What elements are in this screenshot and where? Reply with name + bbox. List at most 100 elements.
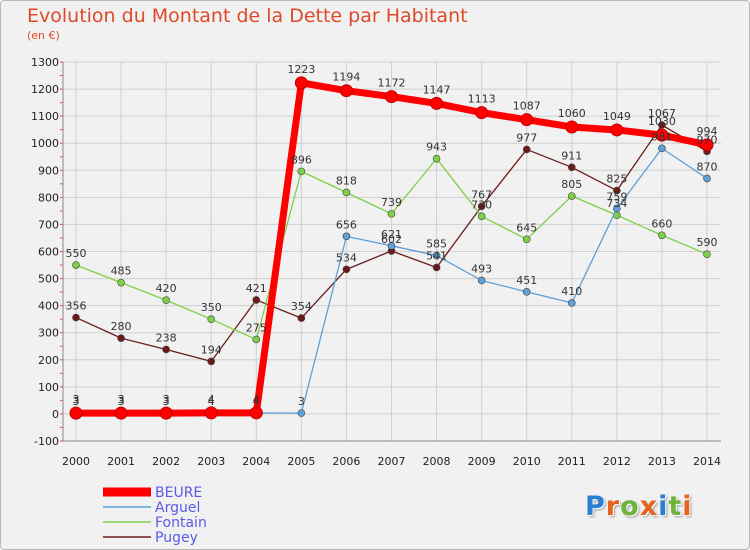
y-tick-label: 800: [38, 191, 59, 204]
y-tick-label: 900: [38, 164, 59, 177]
data-label-pugey: 602: [381, 233, 402, 246]
data-label-arguel: 3: [163, 395, 170, 408]
data-label-fontain: 420: [156, 282, 177, 295]
data-label-beure: 1194: [332, 71, 360, 84]
data-point-fontain: [703, 250, 711, 259]
data-point-pugey: [162, 345, 170, 354]
data-label-pugey: 421: [246, 282, 267, 295]
data-point-beure: [204, 406, 218, 420]
data-point-arguel: [567, 299, 576, 307]
data-label-fontain: 805: [561, 178, 582, 191]
x-tick-label: 2013: [648, 455, 676, 468]
data-point-arguel: [613, 204, 621, 213]
y-tick-label: 100: [38, 381, 59, 394]
data-point-fontain: [658, 231, 666, 240]
data-label-arguel: 585: [426, 238, 447, 251]
data-label-fontain: 660: [651, 217, 672, 230]
chart-title: Evolution du Montant de la Dette par Hab…: [27, 5, 468, 27]
y-tick-label: 300: [38, 327, 59, 340]
data-point-beure: [700, 138, 714, 152]
data-label-beure: 1147: [423, 83, 451, 96]
data-label-arguel: 759: [606, 190, 627, 203]
x-tick-label: 2009: [468, 455, 496, 468]
data-point-pugey: [522, 145, 531, 154]
y-tick-label: 200: [38, 354, 59, 367]
data-label-fontain: 645: [516, 221, 537, 234]
x-tick-label: 2010: [513, 455, 541, 468]
data-label-fontain: 590: [697, 236, 718, 249]
logo-letter: r: [605, 491, 621, 522]
data-label-arguel: 4: [208, 395, 215, 408]
data-label-beure: 1030: [648, 115, 676, 128]
data-point-arguel: [477, 276, 486, 285]
data-label-beure: 1172: [378, 77, 406, 90]
data-label-pugey: 1067: [648, 107, 676, 120]
data-point-beure: [294, 76, 308, 90]
y-tick-label: 500: [38, 273, 59, 286]
y-tick-label: 400: [38, 300, 59, 313]
data-label-fontain: 896: [291, 153, 312, 166]
x-tick-label: 2011: [558, 455, 586, 468]
data-label-beure: 1060: [558, 107, 586, 120]
data-label-pugey: 970: [697, 133, 718, 146]
data-point-arguel: [387, 242, 396, 250]
data-label-arguel: 493: [471, 262, 492, 275]
data-label-pugey: 534: [336, 251, 357, 264]
data-point-pugey: [297, 314, 306, 322]
data-point-fontain: [432, 154, 441, 163]
data-label-beure: 1049: [603, 110, 631, 123]
data-point-arguel: [297, 409, 306, 417]
data-point-fontain: [477, 212, 486, 221]
x-tick-label: 2012: [603, 455, 631, 468]
data-point-arguel: [342, 232, 351, 241]
legend-label-pugey: Pugey: [155, 530, 198, 546]
data-point-arguel: [703, 174, 711, 183]
data-label-pugey: 767: [471, 188, 492, 201]
data-label-arguel: 3: [298, 395, 305, 408]
x-tick-label: 2005: [287, 455, 315, 468]
data-label-arguel: 451: [516, 274, 537, 287]
data-point-fontain: [522, 235, 531, 244]
data-label-pugey: 280: [111, 320, 132, 333]
data-point-fontain: [567, 192, 576, 200]
data-point-pugey: [252, 296, 261, 304]
data-point-beure: [430, 96, 444, 110]
data-point-beure: [114, 406, 128, 420]
data-point-pugey: [207, 357, 216, 366]
x-tick-label: 2003: [197, 455, 225, 468]
data-label-pugey: 238: [156, 331, 177, 344]
x-tick-label: 2008: [423, 455, 451, 468]
legend-label-beure: BEURE: [155, 485, 202, 501]
data-label-arguel: 3: [73, 395, 80, 408]
proxiti-logo: Proxiti: [585, 491, 693, 522]
data-label-pugey: 977: [516, 131, 537, 144]
data-point-beure: [249, 406, 263, 420]
data-label-beure: 1113: [468, 93, 496, 106]
y-tick-label: 1200: [31, 83, 59, 96]
data-point-beure: [655, 128, 669, 142]
data-label-pugey: 194: [201, 343, 222, 356]
x-tick-label: 2007: [378, 455, 406, 468]
data-point-pugey: [567, 163, 576, 172]
data-label-pugey: 541: [426, 249, 447, 262]
data-label-arguel: 656: [336, 218, 357, 231]
logo-letter: x: [639, 491, 659, 522]
x-tick-label: 2004: [242, 455, 270, 468]
data-point-fontain: [207, 315, 216, 323]
x-tick-label: 2006: [332, 455, 360, 468]
chart-subtitle: (en €): [27, 29, 60, 42]
data-point-pugey: [117, 334, 125, 342]
data-label-arguel: 621: [381, 228, 402, 241]
x-tick-label: 2002: [152, 455, 180, 468]
data-label-arguel: 410: [561, 285, 582, 298]
y-tick-label: 0: [52, 408, 59, 421]
data-label-beure: 4: [208, 393, 215, 406]
data-label-beure: 4: [253, 393, 260, 406]
data-label-pugey: 354: [291, 300, 312, 313]
data-point-pugey: [658, 121, 666, 129]
data-point-pugey: [432, 263, 441, 272]
x-tick-label: 2000: [62, 455, 90, 468]
data-point-beure: [520, 113, 534, 127]
data-label-pugey: 356: [66, 300, 87, 313]
